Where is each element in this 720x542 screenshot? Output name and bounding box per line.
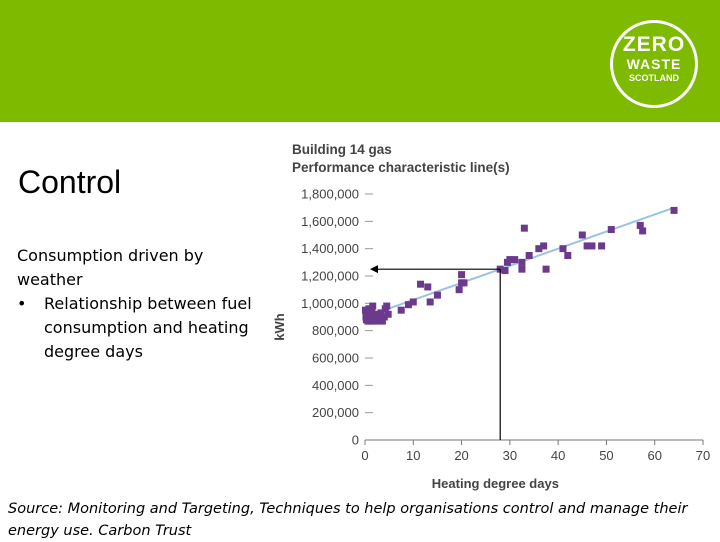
y-tick-label: 1,200,000 [301, 269, 359, 284]
x-tick-label: 50 [599, 448, 613, 463]
chart: Building 14 gas Performance characterist… [272, 142, 710, 491]
x-tick-label: 60 [647, 448, 661, 463]
x-tick-label: 40 [551, 448, 565, 463]
data-point [384, 310, 392, 318]
data-point [588, 242, 596, 250]
x-tick-label: 20 [454, 448, 468, 463]
data-point [520, 224, 528, 232]
data-point [373, 310, 381, 318]
y-tick-label: 1,600,000 [301, 214, 359, 229]
data-point [426, 298, 434, 306]
y-tick-label: 0 [352, 433, 359, 448]
bullet-item: • Relationship between fuel consumption … [17, 292, 267, 364]
x-tick-label: 0 [361, 448, 368, 463]
data-point [383, 302, 391, 310]
y-tick-label: 1,800,000 [301, 187, 359, 202]
data-point [378, 317, 386, 325]
y-axis-label: kWh [272, 313, 287, 341]
data-point [636, 221, 644, 229]
data-point [559, 245, 567, 253]
x-axis-label: Heating degree days [432, 476, 559, 491]
data-point [404, 301, 412, 309]
data-point [578, 231, 586, 239]
slide-title: Control [18, 164, 122, 200]
source-caption: Source: Monitoring and Targeting, Techni… [8, 501, 688, 539]
data-point [380, 313, 388, 321]
data-point [369, 302, 377, 310]
data-point [460, 279, 468, 287]
y-tick-label: 1,400,000 [301, 241, 359, 256]
y-grid [365, 193, 373, 441]
x-tick-label: 10 [406, 448, 420, 463]
y-tick-label: 800,000 [312, 323, 359, 338]
x-tick-label: 70 [696, 448, 710, 463]
data-point [518, 258, 526, 266]
header-banner [0, 0, 720, 122]
data-point [455, 286, 463, 294]
y-tick-label: 200,000 [312, 405, 359, 420]
data-point [540, 242, 548, 250]
logo-line-1: ZERO [622, 33, 686, 56]
data-point [433, 291, 441, 299]
x-tick-label: 30 [503, 448, 517, 463]
reference-arrow-head [370, 265, 378, 274]
data-point [639, 227, 647, 235]
data-point [501, 267, 509, 275]
data-point [397, 306, 405, 314]
y-ticks: 0 200,000 400,000 600,000 800,000 1,000,000 1,… [301, 187, 359, 448]
y-tick-label: 400,000 [312, 378, 359, 393]
data-point [377, 309, 385, 317]
chart-subtitle: Performance characteristic line(s) [292, 160, 510, 175]
data-point [670, 206, 678, 214]
logo-line-2: WASTE [626, 56, 682, 72]
data-points [361, 206, 678, 325]
chart-title: Building 14 gas [292, 142, 392, 157]
data-point [409, 298, 417, 306]
x-ticks: 0 10 20 30 40 50 60 70 [361, 440, 710, 463]
data-point [368, 308, 376, 316]
logo-line-3: SCOTLAND [629, 73, 679, 83]
y-tick-label: 600,000 [312, 351, 359, 366]
data-point [583, 242, 591, 250]
bullet-text: Relationship between fuel consumption an… [44, 294, 252, 361]
data-point [363, 309, 371, 317]
zero-waste-scotland-logo: ZERO WASTE SCOTLAND [610, 20, 698, 108]
data-point [417, 280, 425, 288]
data-point [598, 242, 606, 250]
data-point [525, 252, 533, 259]
intro-text: Consumption driven by weather [17, 246, 204, 289]
data-point [518, 265, 526, 273]
y-tick-label: 1,000,000 [301, 296, 359, 311]
data-point [424, 283, 432, 291]
data-point [535, 245, 543, 253]
data-point [607, 226, 615, 234]
data-point [564, 252, 572, 259]
data-point [542, 265, 550, 273]
slide-body: Consumption driven by weather • Relation… [17, 244, 267, 364]
data-point [506, 256, 514, 264]
bullet-icon: • [17, 294, 27, 313]
data-point [458, 271, 466, 279]
data-point [511, 256, 519, 264]
